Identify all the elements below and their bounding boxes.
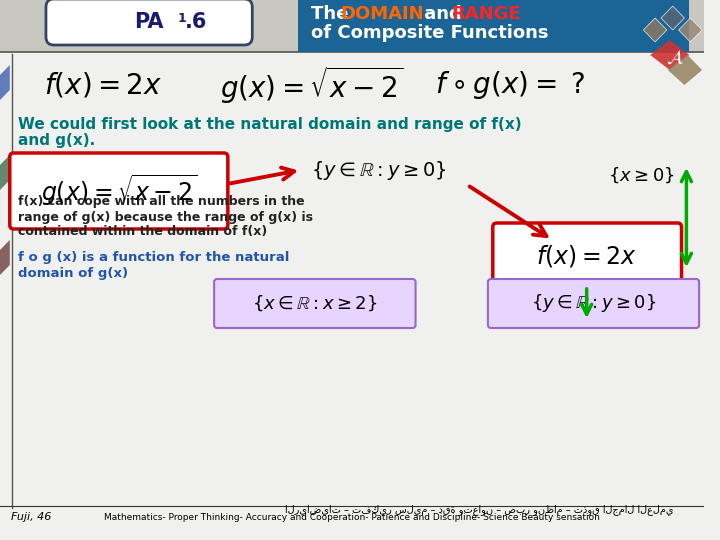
Polygon shape <box>661 6 685 30</box>
Text: $\{x\geq 0\}$: $\{x\geq 0\}$ <box>608 165 675 185</box>
Text: DOMAIN: DOMAIN <box>341 5 424 23</box>
Text: الرياضيات – تفكير سليم – دقة وتعاون – صبر ونظام – تذوق الجمال العلمي: الرياضيات – تفكير سليم – دقة وتعاون – صب… <box>285 504 673 516</box>
Text: Mathematics- Proper Thinking- Accuracy and Cooperation- Patience and Discipline-: Mathematics- Proper Thinking- Accuracy a… <box>104 512 600 522</box>
FancyBboxPatch shape <box>492 223 682 289</box>
Polygon shape <box>0 155 10 190</box>
Text: .6: .6 <box>185 12 207 32</box>
Text: $g\left(x\right)=\sqrt{x-2}$: $g\left(x\right)=\sqrt{x-2}$ <box>220 64 403 106</box>
FancyBboxPatch shape <box>488 279 699 328</box>
Polygon shape <box>644 18 667 42</box>
Text: and: and <box>418 5 469 23</box>
FancyBboxPatch shape <box>10 153 228 229</box>
Text: 1: 1 <box>178 12 186 25</box>
Text: $\{y\in\mathbb{R}:y\geq 0\}$: $\{y\in\mathbb{R}:y\geq 0\}$ <box>311 159 447 181</box>
Text: $f\left(x\right)=2x$: $f\left(x\right)=2x$ <box>44 71 162 99</box>
Polygon shape <box>668 55 702 85</box>
Text: contained within the domain of f(x): contained within the domain of f(x) <box>17 226 267 239</box>
Text: $f\left(x\right)=2x$: $f\left(x\right)=2x$ <box>536 243 637 269</box>
Polygon shape <box>0 240 10 275</box>
Bar <box>0 0 704 52</box>
Bar <box>298 0 689 52</box>
Text: $f\circ g\left(x\right)=\;?$: $f\circ g\left(x\right)=\;?$ <box>435 69 585 101</box>
Text: The: The <box>311 5 354 23</box>
Text: PA: PA <box>134 12 163 32</box>
Text: Fuji, 46: Fuji, 46 <box>11 512 51 522</box>
Polygon shape <box>0 65 10 100</box>
Text: $g\left(x\right)=\sqrt{x-2}$: $g\left(x\right)=\sqrt{x-2}$ <box>41 172 197 208</box>
Text: $\mathcal{A}$: $\mathcal{A}$ <box>666 48 683 66</box>
Text: range of g(x) because the range of g(x) is: range of g(x) because the range of g(x) … <box>17 211 312 224</box>
Text: RANGE: RANGE <box>451 5 521 23</box>
Text: and g(x).: and g(x). <box>17 133 95 148</box>
Text: We could first look at the natural domain and range of f(x): We could first look at the natural domai… <box>17 118 521 132</box>
FancyBboxPatch shape <box>214 279 415 328</box>
Text: domain of g(x): domain of g(x) <box>17 267 127 280</box>
FancyBboxPatch shape <box>46 0 252 45</box>
Polygon shape <box>650 40 689 70</box>
Text: f(x) can cope with all the numbers in the: f(x) can cope with all the numbers in th… <box>17 195 305 208</box>
Text: of Composite Functions: of Composite Functions <box>311 24 549 42</box>
Text: $\{x\in\mathbb{R}:x\geq 2\}$: $\{x\in\mathbb{R}:x\geq 2\}$ <box>252 293 377 313</box>
Text: f o g (x) is a function for the natural: f o g (x) is a function for the natural <box>17 252 289 265</box>
Text: $\{y\in\mathbb{R}:y\geq 0\}$: $\{y\in\mathbb{R}:y\geq 0\}$ <box>531 292 657 314</box>
Polygon shape <box>678 18 702 42</box>
